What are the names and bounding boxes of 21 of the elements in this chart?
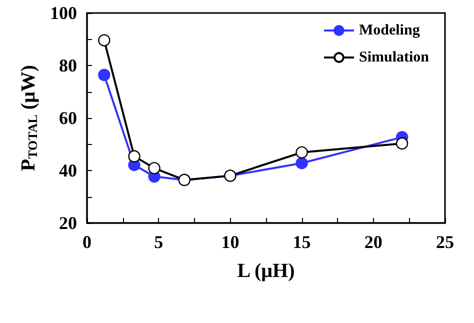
legend-label: Modeling: [358, 22, 420, 38]
point: [128, 150, 140, 162]
x-tick-label: 5: [154, 232, 164, 252]
y-tick-label: 100: [50, 3, 77, 23]
y-tick-label: 80: [59, 56, 77, 76]
legend-label: Simulation: [358, 50, 430, 66]
x-tick-label: 25: [436, 232, 454, 252]
x-axis-title: L (μH): [237, 260, 295, 282]
point: [296, 146, 308, 158]
y-axis-title: PTOTAL (μW): [18, 64, 40, 172]
y-tick-label: 40: [59, 160, 77, 180]
point: [98, 68, 110, 82]
point: [396, 137, 408, 150]
x-tick-label: 15: [292, 232, 311, 252]
y-tick-label: 20: [59, 213, 77, 233]
x-tick-label: 10: [221, 232, 240, 252]
y-tick-label: 60: [59, 108, 77, 128]
point: [296, 157, 308, 170]
point: [148, 162, 160, 174]
x-tick-label: 20: [364, 232, 382, 252]
x-tick-label: 0: [82, 232, 92, 252]
